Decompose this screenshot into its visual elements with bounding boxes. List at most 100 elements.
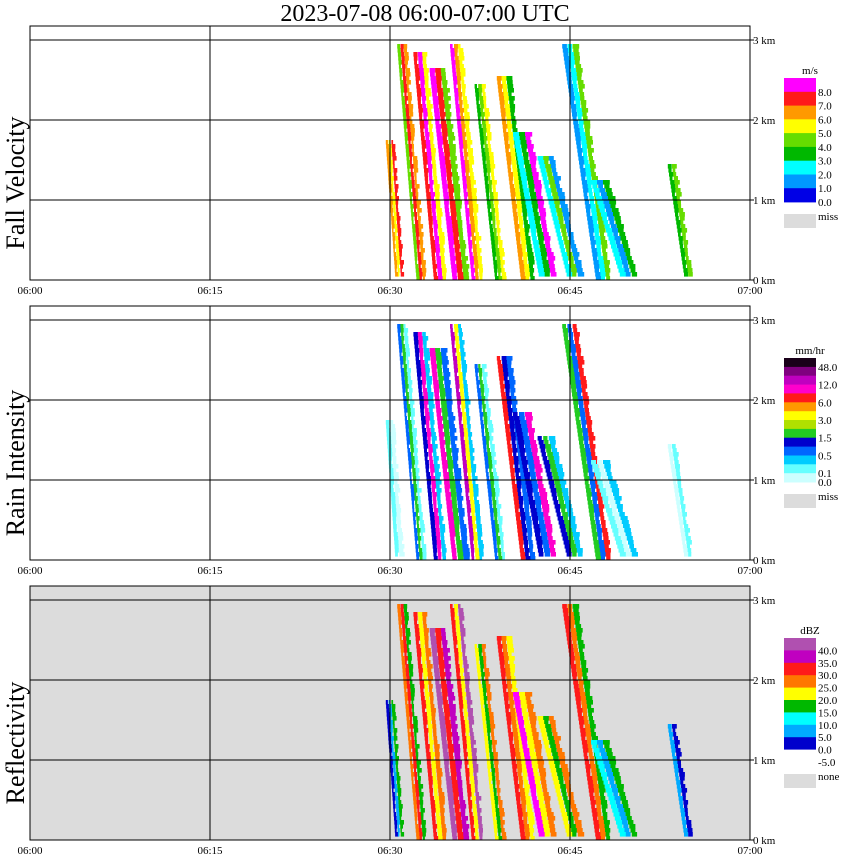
legend-swatch: [784, 724, 816, 738]
legend-swatch: [784, 687, 816, 701]
legend-label: 0.5: [818, 451, 832, 463]
legend-swatch: [784, 437, 816, 447]
x-tick-label: 07:00: [737, 285, 763, 297]
y-tick-label: 2 km: [753, 675, 776, 687]
x-tick-label: 06:15: [197, 845, 223, 857]
fall-streak: [513, 132, 557, 277]
legend-swatch: [784, 650, 816, 664]
legend-swatch: [784, 78, 816, 93]
fall-streak: [513, 692, 557, 837]
fall-streak: [474, 644, 507, 840]
fall-streak: [429, 68, 470, 280]
legend-miss-swatch: [784, 214, 816, 228]
legend-label: 0.0: [818, 745, 832, 757]
fall-streak: [591, 740, 638, 837]
legend-swatch: [784, 366, 816, 377]
legend-swatch: [784, 638, 816, 651]
y-tick-label: 2 km: [753, 115, 776, 127]
legend-unit: m/s: [802, 65, 818, 77]
panel-reflectivity: 0 km 1 km 2 km 3 km 06:00 06:15 06:30 06:45 07:0…: [1, 585, 840, 857]
legend-label: 5.0: [818, 128, 832, 140]
legend-miss-label: none: [818, 771, 840, 783]
legend-label: 25.0: [818, 683, 838, 695]
fall-streak: [397, 44, 427, 280]
fall-streak: [537, 156, 585, 277]
y-tick-label: 1 km: [753, 195, 776, 207]
legend-swatch: [784, 146, 816, 162]
y-tick-label: 0 km: [753, 555, 776, 567]
legend-label: 48.0: [818, 362, 838, 374]
x-tick-label: 06:30: [377, 285, 403, 297]
panel-fall-velocity: 0 km 1 km 2 km 3 km 06:00 06:15 06:30 06:45 07:0…: [1, 25, 838, 297]
x-tick-label: 07:00: [737, 845, 763, 857]
legend-swatch: [784, 420, 816, 430]
fall-streak: [537, 436, 583, 557]
legend-label: 1.0: [818, 183, 832, 195]
legend-swatch: [784, 455, 816, 465]
y-axis-label: Rain Intensity: [1, 390, 30, 537]
fall-streak: [429, 348, 470, 560]
fall-streak: [450, 44, 483, 280]
legend-swatch: [784, 749, 816, 763]
fall-streak: [496, 76, 535, 280]
legend-label: 4.0: [818, 142, 832, 154]
fall-streak: [474, 364, 505, 560]
x-tick-label: 06:00: [17, 565, 43, 577]
legend-swatch: [784, 384, 816, 394]
legend-swatch: [784, 133, 816, 148]
fall-streak: [429, 628, 470, 840]
legend-swatch: [784, 91, 816, 106]
y-axis-label: Reflectivity: [1, 682, 30, 805]
legend: dBZ 40.035.030.025.020.015.010.05.00.0-5.…: [784, 625, 840, 788]
fall-streak: [513, 412, 556, 557]
legend-label: 20.0: [818, 695, 838, 707]
legend: mm/hr 48.0 12.0 6.0 3.0 1.5 0.5 0.10.0 miss: [784, 345, 838, 508]
fall-streak: [397, 324, 427, 560]
legend-swatch: [784, 174, 816, 189]
legend-label: 10.0: [818, 720, 838, 732]
fall-streak: [496, 636, 535, 840]
legend-miss-swatch: [784, 494, 816, 508]
legend-label: 3.0: [818, 156, 832, 168]
legend-swatch: [784, 428, 816, 439]
legend-swatch: [784, 464, 816, 474]
legend-label: 40.0: [818, 645, 838, 657]
legend-swatch: [784, 358, 816, 368]
fall-streak: [413, 612, 447, 840]
legend-swatch: [784, 393, 816, 403]
legend-swatch: [784, 700, 816, 713]
legend-label: -5.0: [818, 757, 836, 769]
legend-swatch: [784, 662, 816, 676]
fall-streak: [385, 140, 405, 277]
y-tick-label: 3 km: [753, 315, 776, 327]
fall-streak: [496, 356, 536, 560]
y-tick-label: 0 km: [753, 275, 776, 287]
y-tick-label: 3 km: [753, 35, 776, 47]
legend-label: 5.0: [818, 732, 832, 744]
legend-label: 12.0: [818, 380, 838, 392]
fall-streak: [397, 604, 427, 840]
legend-swatch: [784, 375, 816, 385]
fall-streak: [450, 604, 483, 840]
legend-label: 30.0: [818, 670, 838, 682]
data-layer: [385, 604, 693, 840]
data-layer: [385, 324, 692, 560]
data-layer: [385, 44, 693, 280]
legend-label: 6.0: [818, 114, 832, 126]
fall-streak: [667, 164, 693, 277]
x-tick-label: 06:00: [17, 845, 43, 857]
x-tick-label: 06:15: [197, 285, 223, 297]
legend-swatch: [784, 712, 816, 726]
x-tick-label: 06:30: [377, 845, 403, 857]
x-tick-label: 07:00: [737, 565, 763, 577]
legend-label: 35.0: [818, 658, 838, 670]
y-tick-label: 0 km: [753, 835, 776, 847]
legend-swatch: [784, 675, 816, 688]
fall-streak: [591, 180, 638, 277]
chart-title: 2023-07-08 06:00-07:00 UTC: [280, 1, 570, 27]
x-tick-label: 06:45: [557, 285, 583, 297]
fall-streak: [474, 84, 507, 280]
legend-label: 6.0: [818, 397, 832, 409]
legend-miss-swatch: [784, 774, 816, 788]
